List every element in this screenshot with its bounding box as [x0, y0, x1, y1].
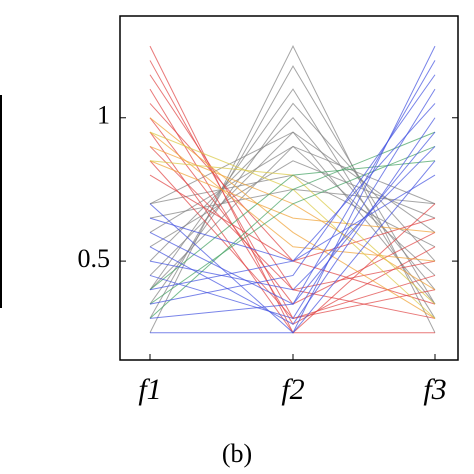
profile-line — [149, 131, 436, 319]
y-tick-label: 0.5 — [78, 244, 111, 273]
profile-line — [149, 145, 436, 291]
plot-area — [149, 44, 436, 334]
profile-line — [149, 103, 436, 291]
y-tick-label: 1 — [97, 101, 110, 130]
profile-line — [149, 74, 436, 305]
profile-line — [149, 160, 436, 334]
x-tick-label: f1 — [138, 373, 161, 406]
profile-line — [149, 88, 436, 319]
profile-line — [149, 102, 436, 305]
x-tick-label: f3 — [423, 373, 446, 406]
profile-line — [149, 117, 436, 325]
profile-line — [149, 117, 436, 305]
caption: (b) — [222, 439, 252, 468]
profile-line — [149, 74, 436, 319]
plot-frame — [119, 15, 459, 361]
x-tick-label: f2 — [281, 373, 304, 406]
profile-line — [149, 160, 436, 233]
profile-line — [149, 131, 436, 305]
profile-line — [149, 146, 436, 291]
profile-line — [149, 88, 436, 320]
profile-line — [149, 131, 436, 262]
profile-line — [149, 65, 436, 319]
profile-line — [149, 117, 436, 319]
